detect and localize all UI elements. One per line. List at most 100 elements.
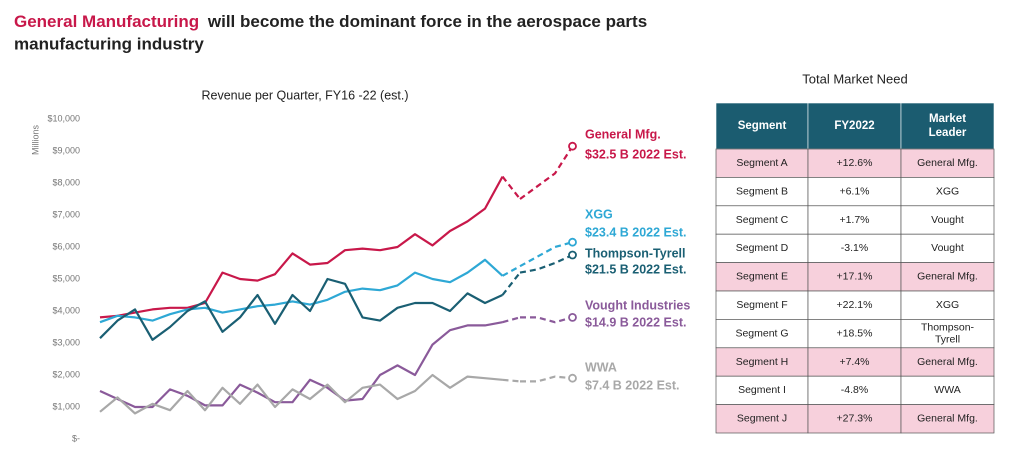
- series-name: General Mfg.: [585, 127, 661, 141]
- series-name: XGG: [585, 207, 613, 221]
- cell-text: Vought: [931, 214, 964, 226]
- table-cell: [807, 290, 902, 320]
- header-word: Market: [929, 113, 966, 125]
- headline: General Manufacturing will become the do…: [14, 12, 647, 31]
- table-cell: [900, 404, 995, 434]
- series-name: Vought Industries: [585, 298, 690, 312]
- header-label: Market Leader: [929, 113, 967, 139]
- y-tick-label: $4,000: [52, 305, 80, 315]
- cell-text: +27.3%: [837, 413, 873, 425]
- cell-text: WWA: [934, 384, 960, 396]
- y-tick-label: $10,000: [47, 113, 80, 123]
- cell-text: +17.1%: [837, 271, 873, 283]
- forecast-connector: [501, 265, 521, 277]
- table-cell: [900, 148, 995, 178]
- table-cell: [807, 375, 902, 405]
- table-cell: [715, 319, 809, 349]
- y-tick-label: $6,000: [52, 241, 80, 251]
- series-annotation: $14.9 B 2022 Est.: [585, 315, 686, 329]
- series-line: [99, 258, 504, 324]
- y-tick-label: $8,000: [52, 177, 80, 187]
- series-annotation: $23.4 B 2022 Est.: [585, 225, 686, 239]
- cell-text: General Mfg.: [917, 356, 978, 368]
- cell-text: +1.7%: [839, 214, 869, 226]
- forecast-line: [519, 253, 573, 274]
- cell-text: +22.1%: [837, 299, 873, 311]
- series-annotation: $32.5 B 2022 Est.: [585, 147, 686, 161]
- y-tick-label: $7,000: [52, 209, 80, 219]
- series-line: [99, 373, 503, 415]
- cell-text: Vought: [931, 242, 964, 254]
- cell-text: Segment B: [736, 185, 788, 197]
- headline-highlight: General Manufacturing: [14, 12, 199, 31]
- headline-line2: manufacturing industry: [14, 34, 204, 53]
- table-cell: [900, 290, 995, 320]
- header-cell: [715, 102, 809, 150]
- y-tick-label: $1,000: [52, 401, 80, 411]
- header-label: FY2022: [834, 120, 874, 132]
- end-marker: [568, 237, 577, 247]
- cell-text: +18.5%: [837, 327, 873, 339]
- table-title: Total Market Need: [802, 71, 908, 86]
- table-cell: [715, 205, 809, 235]
- series-name: WWA: [585, 360, 617, 374]
- table-cell: [900, 347, 995, 377]
- table-cell: [900, 177, 995, 207]
- header-word: Leader: [929, 127, 967, 139]
- table-cell: [807, 233, 902, 263]
- table-cell: [807, 347, 902, 377]
- y-tick-label: $3,000: [52, 337, 80, 347]
- cell-line: Thompson-: [921, 321, 975, 333]
- table-cell: [807, 404, 902, 434]
- table-cell: [807, 177, 902, 207]
- table-cell: [900, 319, 995, 349]
- chart-title: Revenue per Quarter, FY16 -22 (est.): [201, 88, 408, 102]
- cell-text: XGG: [936, 299, 959, 311]
- header-label: Segment: [738, 120, 787, 132]
- series-annotation: $7.4 B 2022 Est.: [585, 378, 680, 392]
- table-cell: [715, 177, 809, 207]
- cell-text: Segment E: [736, 271, 788, 283]
- y-tick-label: $-: [72, 433, 80, 443]
- cell-text: Segment F: [736, 299, 787, 311]
- table-cell: [807, 262, 902, 292]
- cell-text: XGG: [936, 185, 959, 197]
- series-line: [99, 277, 503, 341]
- cell-text: General Mfg.: [917, 271, 978, 283]
- series-name: Thompson-Tyrell: [585, 246, 685, 260]
- series-line: [99, 321, 503, 409]
- cell-text: +12.6%: [837, 157, 873, 169]
- table-cell: [900, 205, 995, 235]
- y-tick-label: $9,000: [52, 145, 80, 155]
- table-cell: [715, 404, 809, 434]
- end-marker: [568, 373, 577, 383]
- cell-text: Segment C: [736, 214, 789, 226]
- cell-text: -4.8%: [841, 384, 868, 396]
- cell-text: Segment J: [737, 413, 787, 425]
- table-cell: [900, 375, 995, 405]
- cell-text: Segment D: [736, 242, 789, 254]
- cell-text: Segment A: [736, 157, 787, 169]
- end-marker: [568, 250, 577, 260]
- forecast-line: [519, 241, 573, 268]
- y-tick-label: $2,000: [52, 369, 80, 379]
- cell-text: -3.1%: [841, 242, 868, 254]
- table-cell: [807, 205, 902, 235]
- table-cell: [715, 262, 809, 292]
- cell-text: +6.1%: [839, 185, 869, 197]
- forecast-connector: [502, 316, 521, 324]
- cell-text: Segment G: [735, 327, 788, 339]
- table-cell: [715, 375, 809, 405]
- forecast-connector: [501, 271, 521, 296]
- forecast-connector: [502, 378, 521, 383]
- table-cell: [715, 148, 809, 178]
- series-annotation: $21.5 B 2022 Est.: [585, 262, 686, 276]
- table-cell: [715, 347, 809, 377]
- table-cell: [900, 233, 995, 263]
- end-marker: [568, 312, 577, 322]
- forecast-connector: [501, 175, 521, 200]
- forecast-line: [520, 375, 573, 383]
- table-cell: [900, 262, 995, 292]
- table-cell: [715, 233, 809, 263]
